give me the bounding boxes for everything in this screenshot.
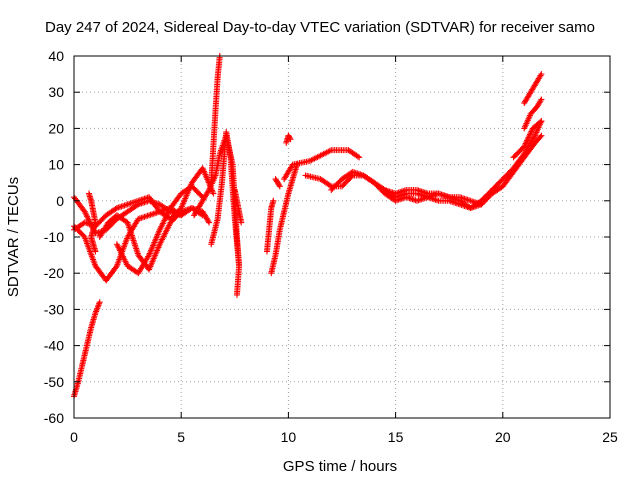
series-trace xyxy=(510,118,545,161)
series-trace xyxy=(478,118,545,204)
series-trace xyxy=(328,168,485,212)
series-trace xyxy=(231,186,245,226)
series-trace xyxy=(381,186,485,212)
series-trace xyxy=(268,161,300,277)
series-trace xyxy=(521,71,545,107)
data-point xyxy=(276,183,283,190)
data-point xyxy=(233,291,240,298)
x-tick-label: 5 xyxy=(177,429,185,445)
x-tick-label: 0 xyxy=(70,429,78,445)
data-point xyxy=(538,71,545,78)
y-tick-label: 20 xyxy=(48,120,64,136)
series-trace xyxy=(283,132,294,146)
data-point xyxy=(537,97,544,104)
data-point xyxy=(96,299,103,306)
y-tick-label: -30 xyxy=(44,301,64,317)
data-point xyxy=(287,136,294,143)
data-point xyxy=(238,219,245,226)
series-trace xyxy=(263,197,277,255)
y-axis-label: SDTVAR / TECUs xyxy=(5,177,22,297)
series-trace xyxy=(71,299,103,400)
data-point xyxy=(354,153,361,160)
data-point xyxy=(199,212,206,219)
y-tick-label: 10 xyxy=(48,157,64,173)
data-point xyxy=(538,118,545,125)
y-tick-label: -20 xyxy=(44,265,64,281)
data-point xyxy=(356,154,363,161)
y-tick-label: 40 xyxy=(48,48,64,64)
data-point xyxy=(538,132,545,139)
series-trace xyxy=(521,96,545,132)
data-point xyxy=(538,96,545,103)
y-tick-label: -60 xyxy=(44,410,64,426)
data-point xyxy=(270,197,277,204)
data-point xyxy=(537,133,544,140)
data-point xyxy=(537,72,544,79)
series-trace xyxy=(208,129,243,269)
y-tick-label: 30 xyxy=(48,84,64,100)
y-tick-label: -10 xyxy=(44,229,64,245)
series-trace xyxy=(478,132,545,208)
series-trace xyxy=(272,176,283,190)
data-point xyxy=(205,218,212,225)
data-point xyxy=(198,211,205,218)
series-trace xyxy=(86,190,99,255)
series-trace xyxy=(281,147,363,183)
data-point xyxy=(286,135,293,142)
data-point xyxy=(206,219,213,226)
chart-title: Day 247 of 2024, Sidereal Day-to-day VTE… xyxy=(45,19,595,36)
data-point xyxy=(326,182,333,189)
grid-lines xyxy=(74,56,610,418)
series-trace xyxy=(208,53,223,186)
x-axis-label: GPS time / hours xyxy=(283,458,397,475)
data-point xyxy=(112,205,119,212)
data-point xyxy=(276,182,283,189)
y-tick-label: -50 xyxy=(44,374,64,390)
x-tick-label: 20 xyxy=(495,429,511,445)
x-tick-label: 15 xyxy=(388,429,404,445)
data-point xyxy=(537,119,544,126)
y-tick-label: -40 xyxy=(44,338,64,354)
data-point xyxy=(210,190,217,197)
x-tick-label: 25 xyxy=(602,429,618,445)
data-point xyxy=(92,248,99,255)
axis-ticks: 0 5 10 15 20 25 -60 -50 -40 -30 -20 -10 0 10 20 30 40 xyxy=(44,48,618,445)
y-tick-label: 0 xyxy=(56,193,64,209)
x-tick-label: 10 xyxy=(281,429,297,445)
data-markers xyxy=(71,53,545,400)
data-point xyxy=(236,262,243,269)
series-trace xyxy=(113,183,206,277)
